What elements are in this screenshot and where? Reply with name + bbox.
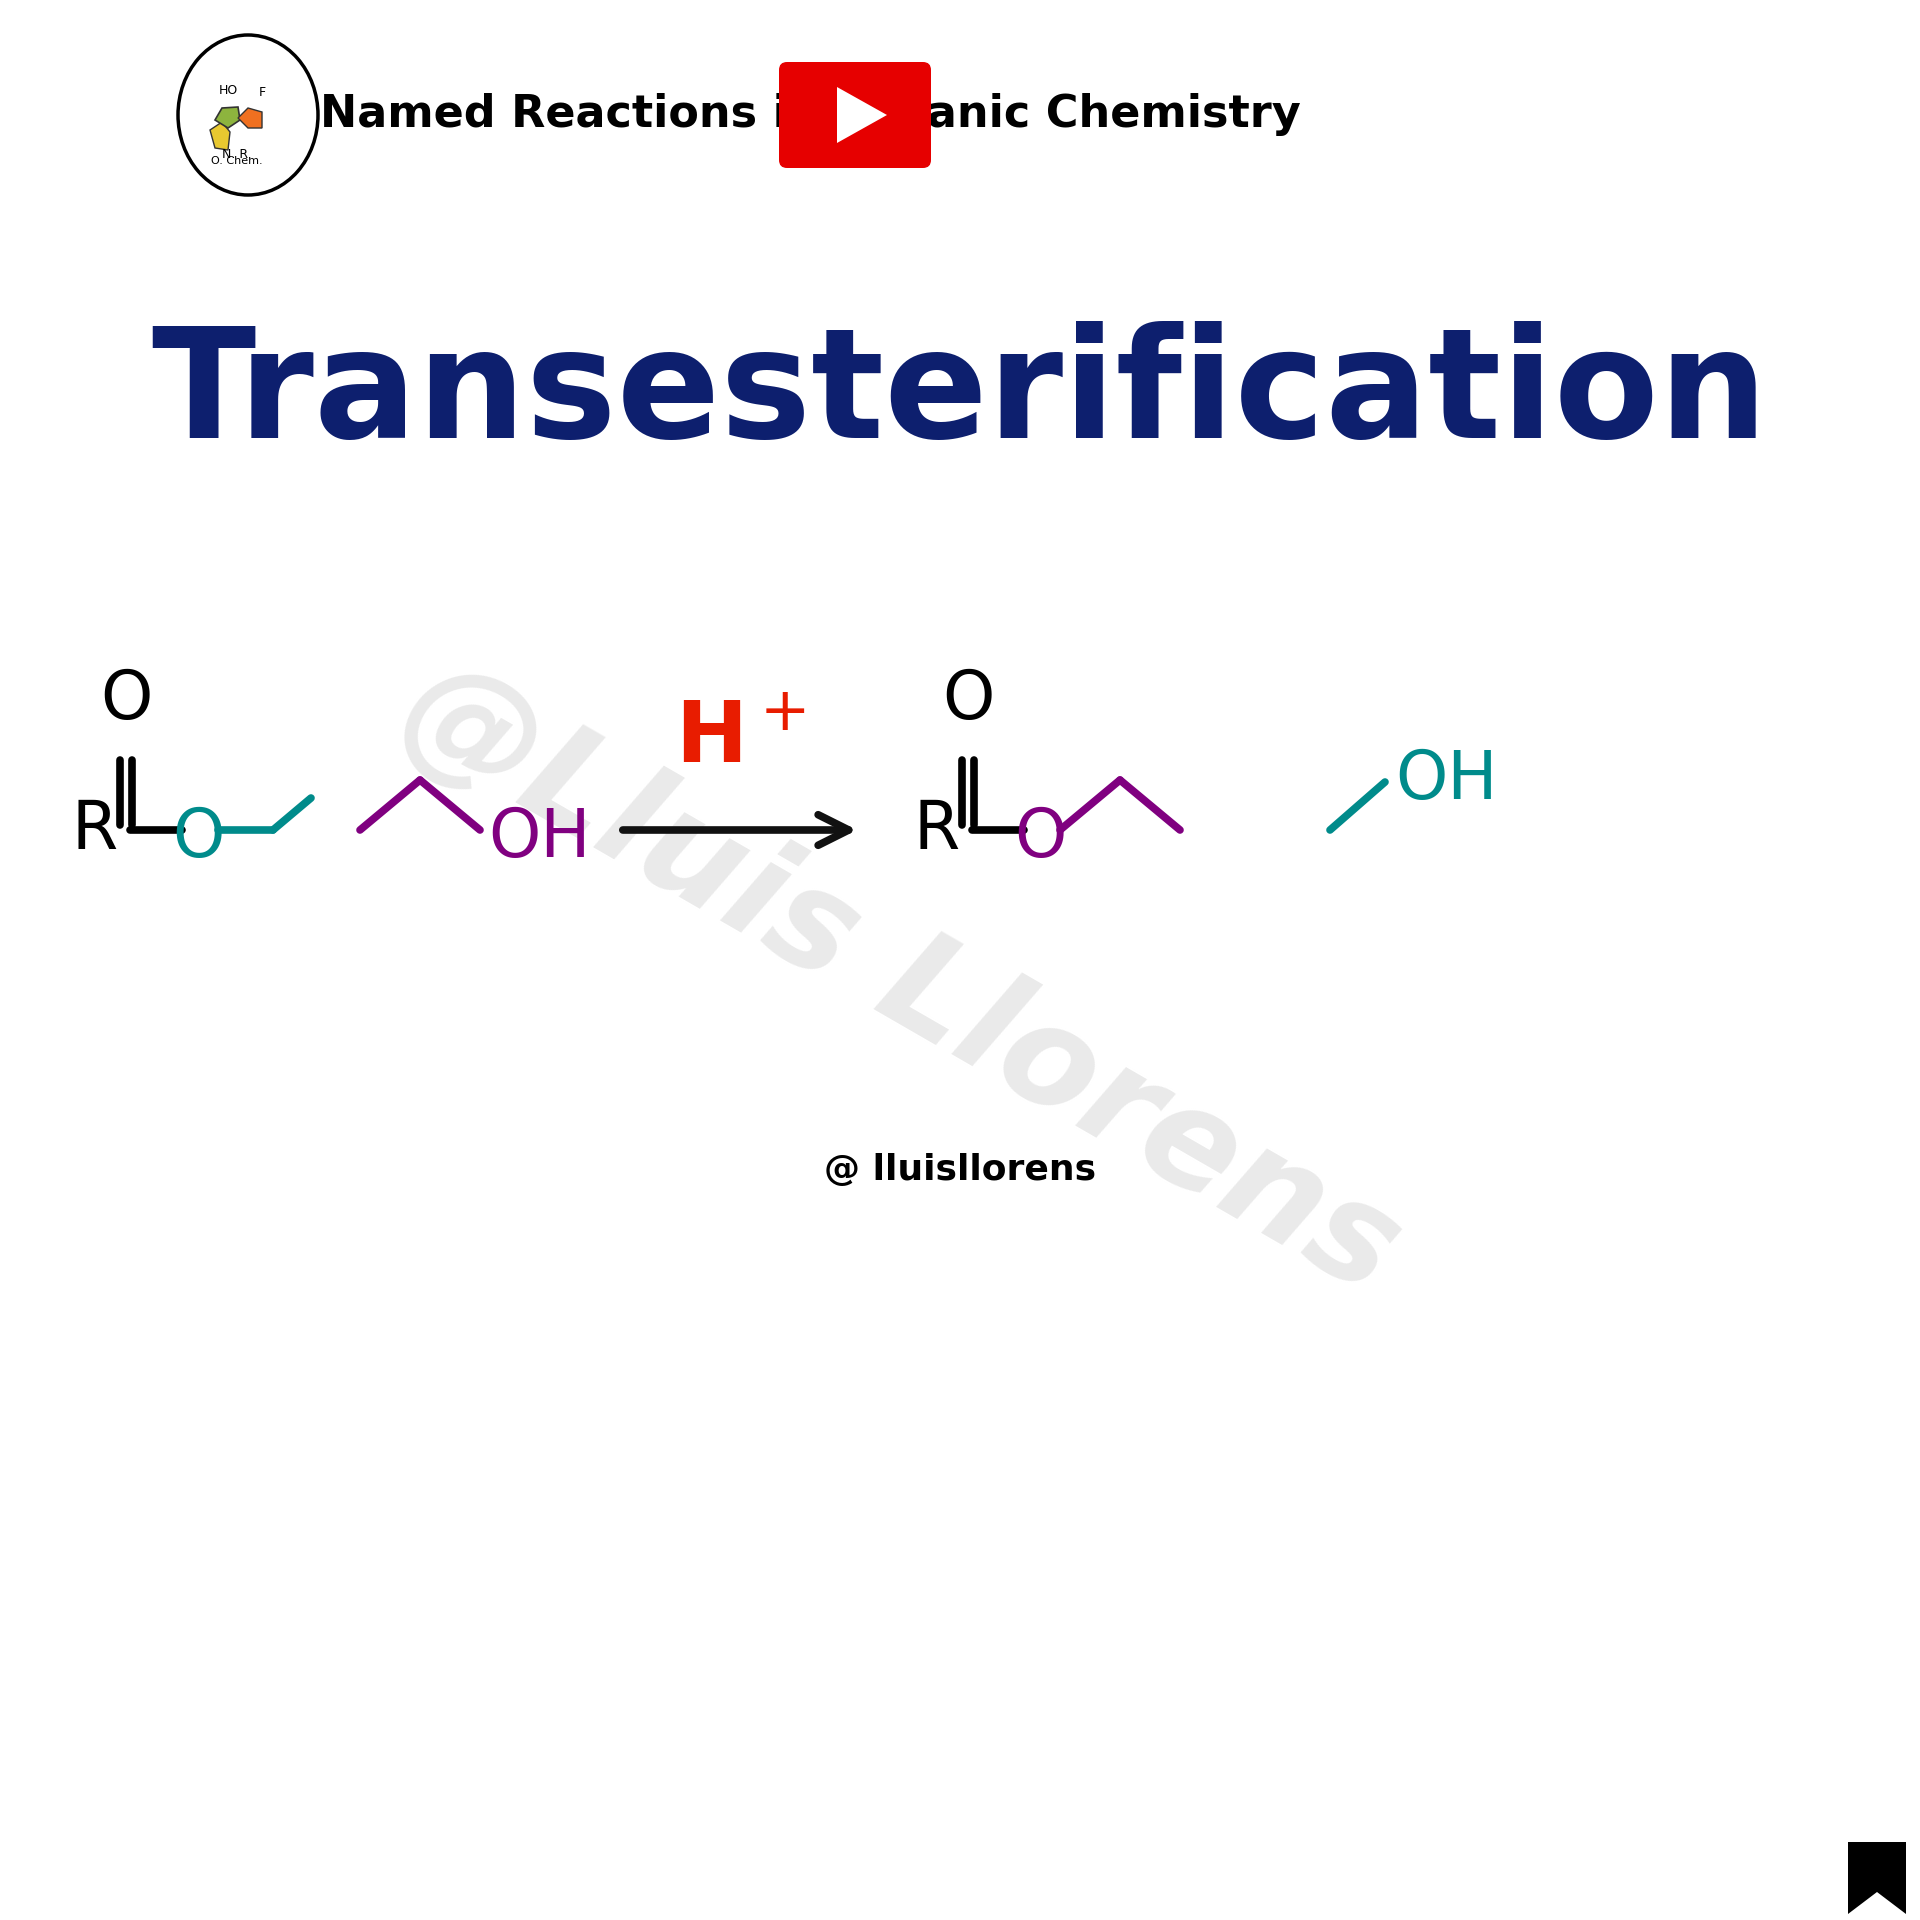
Text: F: F — [259, 86, 265, 100]
Polygon shape — [209, 123, 230, 150]
Text: R: R — [71, 797, 117, 862]
Text: N. R.: N. R. — [223, 148, 252, 161]
Polygon shape — [1847, 1841, 1907, 1914]
Text: O: O — [171, 804, 225, 872]
Text: Named Reactions in Organic Chemistry: Named Reactions in Organic Chemistry — [321, 94, 1300, 136]
FancyBboxPatch shape — [780, 61, 931, 169]
Polygon shape — [837, 86, 887, 142]
Text: R: R — [914, 797, 960, 862]
Text: OH: OH — [488, 804, 589, 872]
Polygon shape — [215, 108, 240, 129]
Text: O: O — [1014, 804, 1066, 872]
Text: HO: HO — [219, 83, 238, 96]
Text: O. Chem.: O. Chem. — [211, 156, 263, 165]
Text: @ lluisllorens: @ lluisllorens — [824, 1154, 1096, 1187]
Text: O: O — [943, 666, 995, 733]
Text: Transesterification: Transesterification — [152, 321, 1768, 470]
Text: H$^+$: H$^+$ — [674, 699, 804, 781]
Text: OH: OH — [1396, 747, 1498, 812]
Polygon shape — [238, 108, 261, 129]
Ellipse shape — [179, 35, 319, 196]
Text: @Lluis Llorens: @Lluis Llorens — [378, 639, 1423, 1321]
Text: O: O — [100, 666, 152, 733]
